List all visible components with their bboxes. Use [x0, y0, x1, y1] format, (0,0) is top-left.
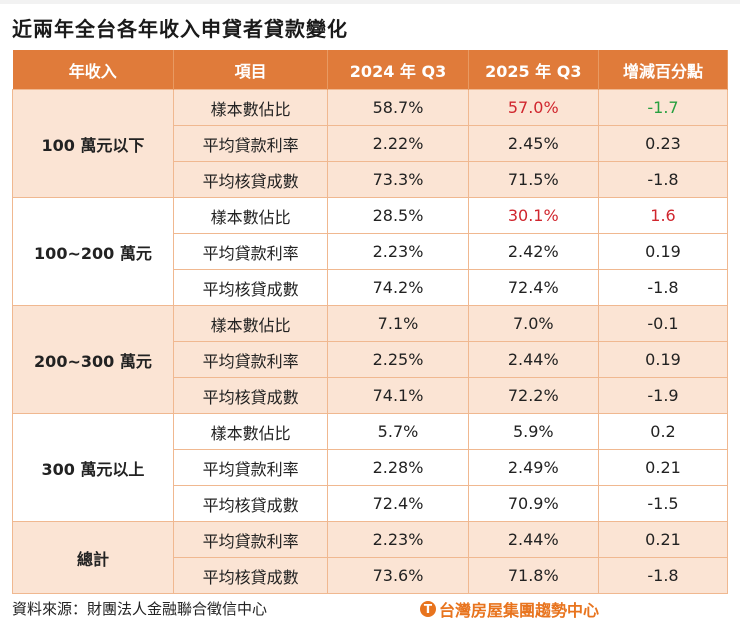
- change-cell: 0.21: [597, 521, 729, 558]
- item-cell: 平均貸款利率: [172, 521, 329, 558]
- table-row: 平均核貸成數 73.3% 71.5% -1.8: [13, 161, 729, 198]
- value-2024-cell: 58.7%: [327, 89, 469, 126]
- table-row: 平均核貸成數 74.1% 72.2% -1.9: [13, 377, 729, 414]
- table-row: 平均貸款利率 2.28% 2.49% 0.21: [13, 449, 729, 486]
- income-cell: 200~300 萬元: [12, 305, 174, 414]
- page-title: 近兩年全台各年收入申貸者貸款變化: [12, 17, 348, 41]
- top-bar: [0, 0, 740, 4]
- value-2025-cell: 2.49%: [467, 449, 599, 486]
- value-2025-cell: 2.44%: [467, 341, 599, 378]
- value-2024-cell: 73.3%: [327, 161, 469, 198]
- value-2025-cell: 30.1%: [467, 197, 599, 234]
- value-2024-cell: 2.28%: [327, 449, 469, 486]
- table-row: 300 萬元以上 樣本數佔比 5.7% 5.9% 0.2: [12, 413, 729, 522]
- table-row: 100 萬元以下 樣本數佔比 58.7% 57.0% -1.7: [12, 89, 729, 198]
- logo-text: 台灣房屋集團趨勢中心: [439, 601, 600, 620]
- value-2025-cell: 7.0%: [467, 305, 599, 342]
- value-2024-cell: 2.25%: [327, 341, 469, 378]
- change-cell: 0.21: [597, 449, 729, 486]
- item-cell: 樣本數佔比: [172, 197, 329, 234]
- item-cell: 平均貸款利率: [172, 233, 329, 270]
- value-2024-cell: 74.2%: [327, 269, 469, 306]
- change-cell: 0.2: [597, 413, 729, 450]
- item-cell: 樣本數佔比: [172, 89, 329, 126]
- header-item: 項目: [173, 50, 329, 90]
- change-cell: -0.1: [597, 305, 729, 342]
- value-2025-cell: 70.9%: [467, 485, 599, 522]
- value-2024-cell: 72.4%: [327, 485, 469, 522]
- change-cell: 0.19: [597, 233, 729, 270]
- item-cell: 平均核貸成數: [172, 485, 329, 522]
- income-cell: 300 萬元以上: [12, 413, 174, 522]
- table-row: 平均貸款利率 2.22% 2.45% 0.23: [13, 125, 729, 162]
- header-income: 年收入: [12, 50, 174, 90]
- item-cell: 平均核貸成數: [172, 269, 329, 306]
- value-2025-cell: 2.44%: [467, 521, 599, 558]
- item-cell: 平均貸款利率: [172, 341, 329, 378]
- value-2025-cell: 5.9%: [467, 413, 599, 450]
- table-row: 平均核貸成數 73.6% 71.8% -1.8: [13, 557, 729, 594]
- table-row: 平均核貸成數 72.4% 70.9% -1.5: [13, 485, 729, 522]
- change-cell: 0.23: [597, 125, 729, 162]
- item-cell: 平均貸款利率: [172, 449, 329, 486]
- income-cell: 100~200 萬元: [12, 197, 174, 306]
- value-2025-cell: 72.4%: [467, 269, 599, 306]
- table-row: 平均核貸成數 74.2% 72.4% -1.8: [13, 269, 729, 306]
- table-row: 100~200 萬元 樣本數佔比 28.5% 30.1% 1.6: [12, 197, 729, 306]
- item-cell: 樣本數佔比: [172, 305, 329, 342]
- table-row: 總計 平均貸款利率 2.23% 2.44% 0.21: [12, 521, 729, 594]
- item-cell: 平均貸款利率: [172, 125, 329, 162]
- income-cell: 100 萬元以下: [12, 89, 174, 198]
- value-2025-cell: 2.42%: [467, 233, 599, 270]
- header-change: 增減百分點: [598, 50, 729, 90]
- value-2024-cell: 2.23%: [327, 233, 469, 270]
- change-cell: -1.7: [597, 89, 729, 126]
- loan-table: 年收入 項目 2024 年 Q3 2025 年 Q3 增減百分點 100 萬元以…: [12, 50, 729, 594]
- header-2025: 2025 年 Q3: [468, 50, 599, 90]
- value-2025-cell: 2.45%: [467, 125, 599, 162]
- value-2024-cell: 74.1%: [327, 377, 469, 414]
- value-2025-cell: 72.2%: [467, 377, 599, 414]
- income-cell: 總計: [12, 521, 174, 594]
- item-cell: 平均核貸成數: [172, 557, 329, 594]
- change-cell: -1.9: [597, 377, 729, 414]
- value-2024-cell: 2.22%: [327, 125, 469, 162]
- table-header: 年收入 項目 2024 年 Q3 2025 年 Q3 增減百分點: [12, 50, 729, 90]
- change-cell: 0.19: [597, 341, 729, 378]
- logo: T 台灣房屋集團趨勢中心: [420, 597, 599, 621]
- value-2024-cell: 2.23%: [327, 521, 469, 558]
- value-2024-cell: 7.1%: [327, 305, 469, 342]
- change-cell: -1.8: [597, 269, 729, 306]
- value-2024-cell: 73.6%: [327, 557, 469, 594]
- table-row: 平均貸款利率 2.23% 2.42% 0.19: [13, 233, 729, 270]
- logo-icon: T: [420, 601, 436, 617]
- source-note: 資料來源：財團法人金融聯合徵信中心: [12, 600, 268, 618]
- change-cell: -1.8: [597, 557, 729, 594]
- item-cell: 樣本數佔比: [172, 413, 329, 450]
- item-cell: 平均核貸成數: [172, 161, 329, 198]
- value-2025-cell: 71.8%: [467, 557, 599, 594]
- item-cell: 平均核貸成數: [172, 377, 329, 414]
- value-2025-cell: 57.0%: [467, 89, 599, 126]
- change-cell: -1.5: [597, 485, 729, 522]
- change-cell: -1.8: [597, 161, 729, 198]
- table-row: 200~300 萬元 樣本數佔比 7.1% 7.0% -0.1: [12, 305, 729, 414]
- header-2024: 2024 年 Q3: [327, 50, 469, 90]
- value-2024-cell: 5.7%: [327, 413, 469, 450]
- change-cell: 1.6: [597, 197, 729, 234]
- value-2024-cell: 28.5%: [327, 197, 469, 234]
- value-2025-cell: 71.5%: [467, 161, 599, 198]
